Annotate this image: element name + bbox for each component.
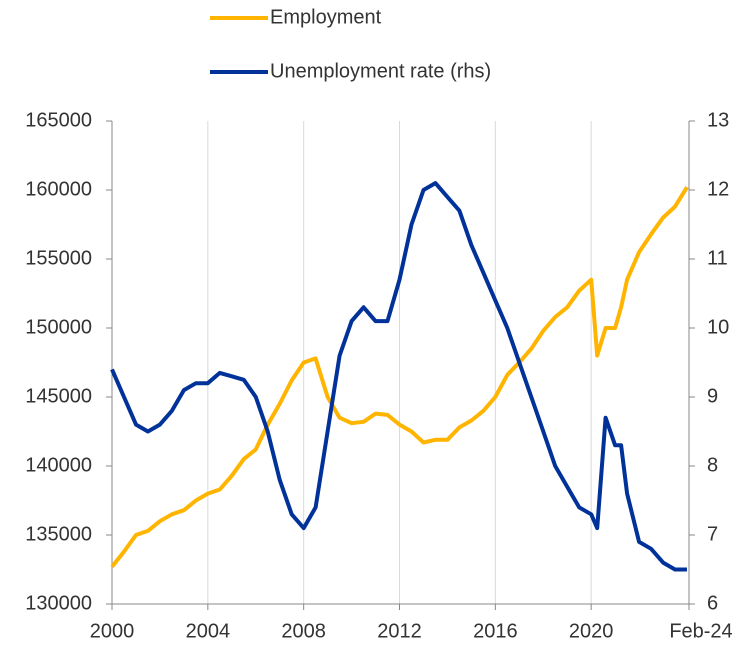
x-tick-label: 2016 [473, 620, 518, 642]
y2-tick-label: 7 [707, 523, 718, 545]
y2-tick-label: 9 [707, 385, 718, 407]
y2-tick-label: 6 [707, 592, 718, 614]
x-tick-label: 2000 [90, 620, 135, 642]
y2-tick-label: 12 [707, 178, 729, 200]
y2-tick-label: 10 [707, 316, 729, 338]
y-tick-label: 145000 [25, 385, 92, 407]
y-tick-label: 135000 [25, 523, 92, 545]
y-tick-label: 150000 [25, 316, 92, 338]
y-tick-label: 160000 [25, 178, 92, 200]
data-line [110, 186, 689, 568]
legend-label: Employment [270, 6, 382, 28]
x-tick-label: 2020 [569, 620, 614, 642]
x-tick-label: Feb-24 [669, 620, 732, 642]
y-tick-label: 140000 [25, 454, 92, 476]
y2-tick-label: 11 [707, 247, 728, 269]
x-tick-label: 2008 [281, 620, 326, 642]
legend-label: Unemployment rate (rhs) [270, 60, 491, 82]
y-tick-label: 130000 [25, 592, 92, 614]
y-tick-label: 165000 [25, 109, 92, 131]
y2-tick-label: 8 [707, 454, 718, 476]
data-line [110, 181, 687, 572]
y-tick-label: 155000 [25, 247, 92, 269]
y2-tick-label: 13 [707, 109, 729, 131]
x-tick-label: 2012 [377, 620, 422, 642]
x-tick-label: 2004 [186, 620, 231, 642]
